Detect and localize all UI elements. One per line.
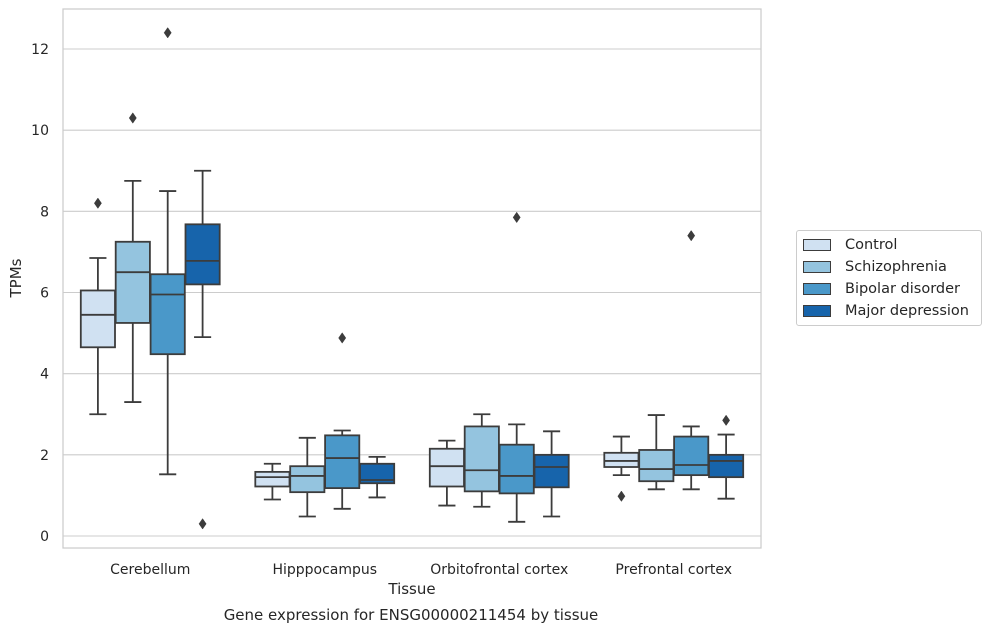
x-tick-label: Orbitofrontal cortex (430, 562, 568, 578)
x-tick-label: Cerebellum (110, 562, 190, 578)
outlier-point (93, 197, 102, 209)
y-tick-label: 6 (40, 286, 49, 302)
outlier-point (687, 230, 696, 242)
x-tick-label: Hipppocampus (272, 562, 377, 578)
box-group (289, 436, 326, 518)
box-group (254, 462, 291, 501)
x-axis-label: Tissue (387, 580, 435, 598)
legend-label-control: Control (845, 237, 898, 253)
box (149, 273, 186, 356)
box (184, 223, 221, 286)
y-tick-label: 10 (31, 123, 49, 139)
box-group (638, 414, 675, 491)
box-group (533, 430, 570, 518)
box (114, 240, 151, 324)
box-group (79, 197, 116, 416)
plot-frame (62, 8, 762, 549)
box-group (359, 455, 396, 499)
legend-swatch-bipolar-disorder (803, 283, 831, 295)
outlier-point (617, 490, 626, 502)
box (708, 453, 745, 479)
y-tick-label: 0 (40, 529, 49, 545)
legend: Control Schizophrenia Bipolar disorder M… (796, 230, 982, 326)
y-tick-label: 8 (40, 204, 49, 220)
box (359, 462, 396, 485)
boxes-layer (79, 27, 745, 530)
legend-label-schizophrenia: Schizophrenia (845, 259, 947, 275)
y-tick-label: 4 (40, 367, 49, 383)
box (289, 465, 326, 494)
box (498, 443, 535, 495)
legend-swatch-major-depression (803, 305, 831, 317)
y-tick-label: 12 (31, 42, 49, 58)
legend-swatch-control (803, 239, 831, 251)
box-group (603, 435, 640, 502)
box (79, 289, 116, 349)
box (638, 449, 675, 483)
legend-item-control: Control (803, 235, 897, 255)
outlier-point (198, 518, 207, 530)
legend-item-major-depression: Major depression (803, 301, 969, 321)
legend-item-bipolar-disorder: Bipolar disorder (803, 279, 960, 299)
box-group (673, 230, 710, 491)
box-group (428, 439, 465, 507)
box (463, 425, 500, 493)
x-tick-label: Prefrontal cortex (615, 562, 732, 578)
box-group (498, 211, 535, 523)
box (533, 453, 570, 489)
legend-label-bipolar-disorder: Bipolar disorder (845, 281, 960, 297)
box-group (463, 413, 500, 508)
box (254, 470, 291, 488)
box (428, 447, 465, 488)
box-group (149, 27, 186, 476)
box (673, 435, 710, 477)
box-group (184, 169, 221, 530)
legend-label-major-depression: Major depression (845, 303, 969, 319)
outlier-point (722, 414, 731, 426)
box-group (114, 112, 151, 403)
outlier-point (338, 332, 347, 344)
box (324, 434, 361, 490)
y-axis-label: TPMs (7, 258, 25, 298)
box-group (324, 332, 361, 510)
outlier-point (163, 27, 172, 39)
outlier-point (128, 112, 137, 124)
y-tick-label: 2 (40, 448, 49, 464)
chart-caption: Gene expression for ENSG00000211454 by t… (223, 606, 599, 624)
outlier-point (512, 211, 521, 224)
box-group (708, 414, 745, 500)
legend-item-schizophrenia: Schizophrenia (803, 257, 947, 277)
box (603, 451, 640, 468)
tick-labels: 0 2 4 6 8 10 12 Cerebellum Hipppocampus Orbitofro… (31, 42, 732, 578)
legend-swatch-schizophrenia (803, 261, 831, 273)
